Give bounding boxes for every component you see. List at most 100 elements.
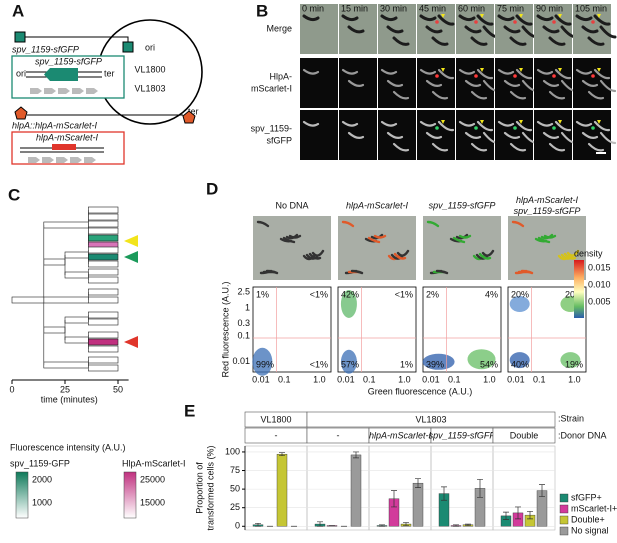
cell xyxy=(350,269,364,275)
error-bar xyxy=(317,521,323,527)
cell xyxy=(593,68,611,80)
column-title: hlpA-mScarlet-I xyxy=(516,195,579,205)
y-tick-label: 25 xyxy=(230,502,240,512)
cell xyxy=(426,220,440,228)
time-label: 0 min xyxy=(302,3,324,13)
cell xyxy=(537,236,551,244)
cell xyxy=(392,90,410,100)
cell xyxy=(511,220,525,228)
legend-swatch xyxy=(559,526,569,536)
cell xyxy=(503,79,521,87)
error-bar xyxy=(403,522,409,526)
donor-name: - xyxy=(275,430,278,440)
x-tick-label: 0 xyxy=(9,384,14,394)
cell xyxy=(347,131,365,139)
x-tick-label: 0.01 xyxy=(252,374,270,384)
panel-letter: D xyxy=(206,179,218,198)
x-axis-label: time (minutes) xyxy=(41,394,98,404)
x-tick-label: 1.0 xyxy=(313,374,326,384)
cell xyxy=(536,120,554,127)
cell xyxy=(431,142,449,152)
density-cloud xyxy=(509,352,530,369)
micrograph xyxy=(573,110,611,160)
cell xyxy=(288,234,302,239)
lineage-cell xyxy=(88,331,119,339)
cell xyxy=(554,14,572,26)
lineage-cell xyxy=(64,336,89,344)
x-tick-label: 0.1 xyxy=(278,374,291,384)
cell xyxy=(470,142,488,152)
construct-label: spv_1159-sfGFP xyxy=(12,44,79,54)
quadrant-percent: 19% xyxy=(565,359,583,369)
cell xyxy=(587,90,605,100)
y-tick-label: 0.01 xyxy=(232,356,250,366)
legend-tick: 1000 xyxy=(32,497,52,507)
strain-label: VL1803 xyxy=(134,83,165,93)
spot xyxy=(513,126,517,130)
micrograph xyxy=(456,110,494,160)
pointer xyxy=(519,68,523,72)
colorbar xyxy=(574,260,584,318)
error-bar xyxy=(539,484,545,497)
time-label: 15 min xyxy=(341,3,368,13)
micrograph xyxy=(417,110,455,160)
cell xyxy=(419,120,437,127)
cell xyxy=(515,120,533,132)
error-bar xyxy=(477,479,483,498)
donor-name: spv_1159-sfGFP xyxy=(429,430,496,440)
legend-title: Fluorescence intensity (A.U.) xyxy=(10,442,126,452)
row-label: HlpA- xyxy=(269,71,292,81)
spot xyxy=(552,126,556,130)
x-tick-label: 0.01 xyxy=(337,374,355,384)
cell xyxy=(302,68,320,75)
quadrant-percent: 99% xyxy=(256,359,274,369)
cell xyxy=(302,14,320,22)
legend-label: sfGFP+ xyxy=(571,492,602,502)
cell xyxy=(599,131,617,145)
pointer xyxy=(597,120,601,124)
cell xyxy=(341,220,355,228)
spot xyxy=(435,126,439,130)
cell xyxy=(458,14,476,22)
cell xyxy=(311,249,325,257)
cell xyxy=(566,249,580,257)
cell xyxy=(265,269,279,275)
cell xyxy=(563,252,577,260)
x-axis-label: Green fluorescence (A.U.) xyxy=(368,386,473,396)
cell xyxy=(509,142,527,152)
lineage-cell xyxy=(88,220,119,228)
time-label: 60 min xyxy=(458,3,485,13)
box-ter: ter xyxy=(104,68,115,78)
cell xyxy=(380,14,398,22)
micrograph xyxy=(417,4,455,54)
cell xyxy=(437,14,455,26)
cell xyxy=(575,14,593,22)
cell xyxy=(431,36,449,46)
pointer xyxy=(597,68,601,72)
pointer xyxy=(597,14,601,18)
cell xyxy=(599,25,617,39)
panel-letter: C xyxy=(8,185,20,204)
cell xyxy=(431,90,449,100)
cell xyxy=(599,79,617,93)
cell xyxy=(536,14,554,22)
legend-label: Double+ xyxy=(571,514,605,524)
donor-name: - xyxy=(337,430,340,440)
cell xyxy=(302,120,320,127)
colorbar-title: density xyxy=(574,248,603,258)
y-axis-label: transformed cells (%) xyxy=(205,445,215,530)
cell xyxy=(481,249,495,257)
cell xyxy=(587,36,605,46)
lineage-cell xyxy=(43,258,66,266)
error-bar xyxy=(415,478,421,488)
pointer xyxy=(480,120,484,124)
panel-letter: A xyxy=(12,1,24,20)
cell xyxy=(435,269,449,275)
spot xyxy=(435,20,439,24)
lineage-cell xyxy=(88,276,119,284)
cell xyxy=(458,234,472,239)
lineage-cell xyxy=(88,338,119,346)
legend-swatch xyxy=(559,493,569,503)
micrograph xyxy=(378,110,416,160)
cell xyxy=(437,120,455,132)
